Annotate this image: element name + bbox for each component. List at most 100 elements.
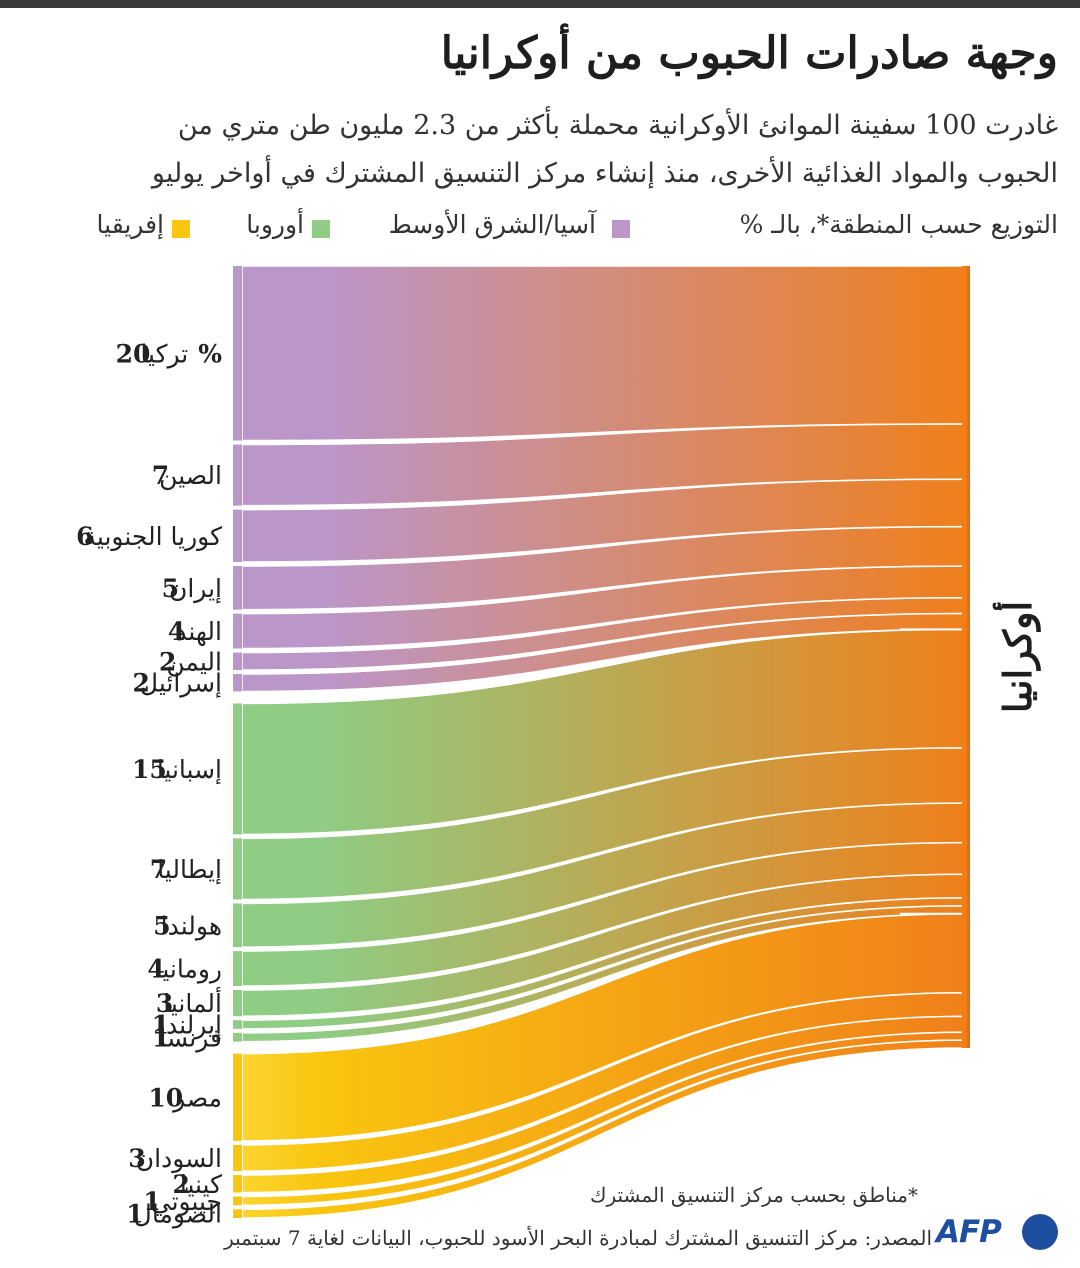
- label-europe-8: إيطاليا7: [150, 855, 222, 884]
- value-label: 3: [156, 989, 173, 1018]
- value-label: 1: [143, 1187, 160, 1216]
- label-africa-17: جيبوتي1: [143, 1187, 222, 1217]
- label-asia-3: إيران5: [162, 574, 222, 604]
- bar-asia-1: [233, 444, 242, 506]
- country-label: ألمانيا: [163, 986, 222, 1018]
- legend: التوزيع حسب المنطقة*، بالـ % آسيا/الشرق …: [0, 208, 1080, 248]
- country-label: كوريا الجنوبية: [84, 522, 223, 552]
- country-label: السودان: [136, 1144, 222, 1174]
- label-europe-11: ألمانيا3: [156, 986, 222, 1018]
- value-label: 15: [132, 755, 167, 784]
- label-asia-2: كوريا الجنوبية6: [76, 522, 222, 552]
- ukraine-label: أوكرانيا: [992, 601, 1041, 713]
- value-label: 2: [159, 647, 176, 676]
- afp-logo: AFP: [936, 1214, 1060, 1250]
- bar-africa-18: [233, 1209, 242, 1218]
- country-label: الصومال: [134, 1200, 222, 1230]
- country-label: رومانيا: [155, 955, 222, 985]
- legend-label-asia: آسيا/الشرق الأوسط: [388, 210, 596, 239]
- value-label: 1: [152, 1023, 169, 1052]
- country-label: فرنسا: [159, 1023, 222, 1053]
- subtitle-line-2: الحبوب والمواد الغذائية الأخرى، منذ إنشا…: [151, 158, 1058, 189]
- label-europe-9: هولندا5: [153, 911, 222, 941]
- legend-swatch-europe: [312, 220, 330, 238]
- flow-asia-0: [241, 265, 967, 442]
- value-label: 5: [162, 574, 179, 603]
- chart-subtitle: غادرت 100 سفينة الموانئ الأوكرانية محملة…: [18, 102, 1058, 198]
- label-africa-16: كينيا2: [172, 1170, 222, 1199]
- bar-asia-6: [233, 674, 242, 692]
- bar-europe-13: [233, 1032, 242, 1042]
- value-label: 1: [152, 1011, 169, 1040]
- country-label: الهند: [175, 617, 222, 647]
- country-label: كينيا: [180, 1170, 222, 1199]
- bar-europe-11: [233, 990, 242, 1017]
- label-asia-1: الصين7: [152, 461, 222, 491]
- legend-swatch-asia: [612, 220, 630, 238]
- value-label: 2: [172, 1170, 189, 1199]
- label-asia-4: الهند4: [168, 617, 222, 647]
- country-label: إيران: [169, 574, 222, 604]
- bar-africa-15: [233, 1144, 242, 1172]
- source-note: المصدر: مركز التنسيق المشترك لمبادرة الب…: [224, 1226, 932, 1250]
- value-label: 1: [126, 1200, 143, 1229]
- value-label: 3: [128, 1144, 145, 1173]
- value-label: 2: [133, 669, 150, 698]
- value-label: 5: [153, 911, 170, 940]
- bar-europe-9: [233, 903, 242, 948]
- country-label: هولندا: [161, 911, 222, 941]
- country-label: جيبوتي: [151, 1187, 222, 1217]
- bar-africa-16: [233, 1175, 242, 1193]
- ukraine-node: [962, 266, 970, 1048]
- country-label: إيرلندا: [159, 1011, 222, 1041]
- top-border: [0, 0, 1080, 8]
- bar-asia-2: [233, 509, 242, 562]
- legend-label-europe: أوروبا: [246, 210, 304, 239]
- value-label: 6: [76, 522, 93, 551]
- country-label: إسبانيا: [157, 755, 222, 784]
- label-europe-7: إسبانيا15: [132, 755, 222, 784]
- sankey-flows: [241, 265, 967, 1219]
- label-africa-14: مصر10: [148, 1083, 222, 1113]
- bar-europe-8: [233, 838, 242, 900]
- afp-logo-text: AFP: [936, 1214, 1002, 1250]
- value-label: 7: [150, 855, 167, 884]
- value-label: 4: [168, 617, 185, 646]
- legend-heading: التوزيع حسب المنطقة*، بالـ %: [739, 210, 1058, 239]
- label-europe-13: فرنسا1: [152, 1023, 222, 1053]
- label-europe-12: إيرلندا1: [152, 1011, 222, 1041]
- footnote: *مناطق بحسب مركز التنسيق المشترك: [589, 1183, 918, 1207]
- afp-logo-dot: [1022, 1214, 1058, 1250]
- subtitle-line-1: غادرت 100 سفينة الموانئ الأوكرانية محملة…: [177, 110, 1058, 141]
- bar-europe-7: [233, 703, 242, 835]
- country-label: الصين: [159, 461, 222, 491]
- destination-bars: [233, 266, 242, 1218]
- legend-swatch-africa: [172, 220, 190, 238]
- value-label: 10: [148, 1083, 183, 1112]
- bar-europe-12: [233, 1020, 242, 1029]
- bar-africa-14: [233, 1053, 242, 1141]
- country-label: تركيا: [140, 339, 188, 369]
- ukraine-node-edge: [967, 266, 970, 1048]
- label-africa-15: السودان3: [128, 1144, 222, 1174]
- chart-title: وجهة صادرات الحبوب من أوكرانيا: [440, 28, 1058, 79]
- value-label: 4: [147, 955, 164, 984]
- bar-asia-3: [233, 566, 242, 610]
- country-label: إيطاليا: [157, 855, 222, 884]
- legend-label-africa: إفريقيا: [96, 210, 164, 239]
- label-europe-10: رومانيا4: [147, 955, 222, 985]
- label-asia-5: اليمن2: [159, 647, 222, 677]
- country-label: إسرائيل: [140, 669, 222, 699]
- value-label: 7: [152, 461, 169, 490]
- label-asia-0: تركيا20%: [116, 339, 223, 369]
- country-label: اليمن: [166, 647, 222, 677]
- bar-asia-5: [233, 652, 242, 670]
- country-label: مصر: [171, 1083, 222, 1113]
- bar-asia-0: [233, 266, 242, 441]
- label-asia-6: إسرائيل2: [133, 669, 222, 699]
- bar-asia-4: [233, 613, 242, 649]
- label-africa-18: الصومال1: [126, 1200, 222, 1230]
- bar-africa-17: [233, 1196, 242, 1206]
